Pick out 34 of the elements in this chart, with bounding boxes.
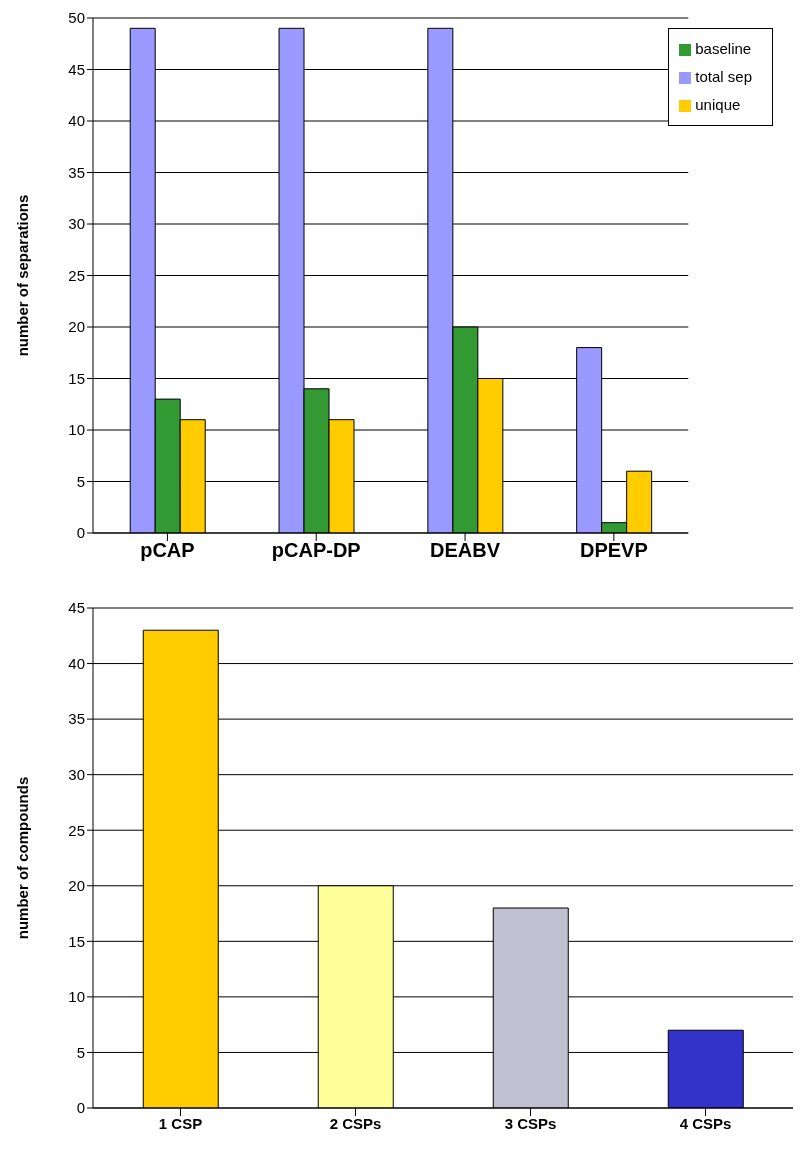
y-tick-label: 40	[68, 112, 85, 130]
y-tick-label: 10	[68, 421, 85, 439]
x-tick-label: 2 CSPs	[329, 1114, 382, 1132]
x-tick-label: DPEVP	[579, 539, 648, 562]
y-tick-label: 15	[68, 369, 85, 387]
y-tick-label: 30	[68, 215, 85, 233]
legend-label: baseline	[695, 40, 752, 57]
y-tick-label: 30	[68, 765, 85, 783]
legend-label: unique	[695, 96, 741, 113]
y-tick-label: 50	[68, 9, 85, 27]
y-tick-label: 0	[76, 1099, 85, 1117]
y-tick-label: 5	[76, 1043, 85, 1061]
y-tick-label: 45	[68, 599, 85, 617]
y-axis-title: number of separations	[14, 194, 32, 357]
legend-label: total sep	[695, 68, 752, 85]
x-tick-label: 1 CSP	[158, 1114, 203, 1132]
y-tick-label: 45	[68, 60, 85, 78]
x-tick-label: 3 CSPs	[504, 1114, 557, 1132]
x-tick-label: pCAP	[140, 539, 195, 562]
x-tick-label: DEABV	[430, 539, 501, 562]
y-tick-label: 20	[68, 318, 85, 336]
y-tick-label: 40	[68, 654, 85, 672]
y-tick-label: 5	[76, 472, 85, 490]
y-tick-label: 15	[68, 932, 85, 950]
y-tick-label: 35	[68, 163, 85, 181]
y-axis-title: number of compounds	[14, 776, 32, 940]
y-tick-label: 25	[68, 266, 85, 284]
y-tick-label: 10	[68, 988, 85, 1006]
y-tick-label: 35	[68, 710, 85, 728]
y-tick-label: 20	[68, 877, 85, 895]
x-tick-label: 4 CSPs	[679, 1114, 732, 1132]
x-tick-label: pCAP-DP	[271, 539, 361, 562]
y-tick-label: 0	[76, 524, 85, 542]
y-tick-label: 25	[68, 821, 85, 839]
